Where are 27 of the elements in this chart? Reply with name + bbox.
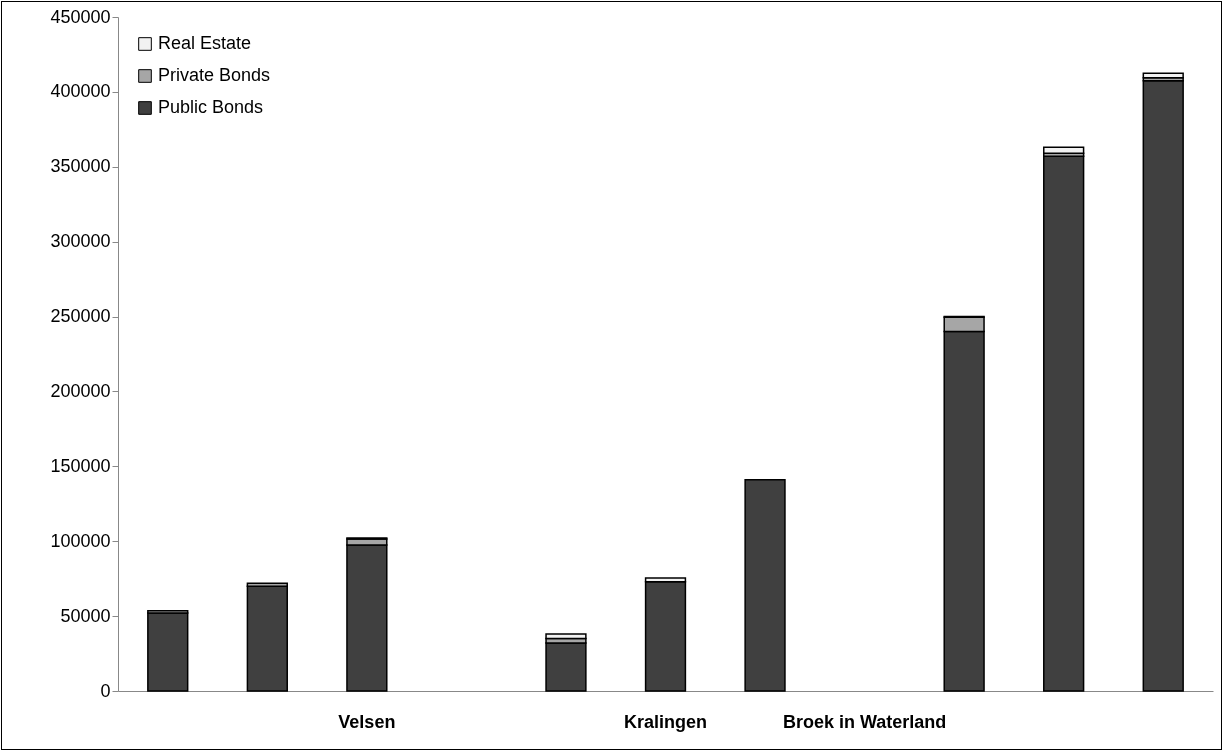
bar <box>1043 155 1085 692</box>
legend-label: Private Bonds <box>158 65 271 85</box>
bar <box>744 479 786 692</box>
bar <box>346 544 388 692</box>
y-tick-label: 100000 <box>50 530 111 551</box>
y-tick-label: 150000 <box>50 455 111 476</box>
legend-label: Real Estate <box>158 33 252 53</box>
y-tick-label: 0 <box>100 680 111 701</box>
bar <box>246 585 288 692</box>
x-tick-label: Kralingen <box>623 711 708 732</box>
bar <box>644 580 687 692</box>
y-tick-label: 450000 <box>50 6 111 27</box>
x-tick-label: Broek in Waterland <box>782 711 947 732</box>
bar <box>545 633 587 640</box>
y-tick-label: 300000 <box>50 231 111 252</box>
y-tick-label: 350000 <box>50 156 111 177</box>
bar <box>1043 146 1085 155</box>
y-tick-label: 400000 <box>50 81 111 102</box>
bar <box>1142 79 1184 692</box>
bar <box>1142 72 1184 79</box>
y-tick-label: 50000 <box>60 605 111 626</box>
y-tick-label: 250000 <box>50 306 111 327</box>
legend-label: Public Bonds <box>158 97 264 117</box>
bar <box>147 612 189 692</box>
y-tick-label: 200000 <box>50 380 111 401</box>
bar <box>545 642 587 692</box>
x-tick-label: Velsen <box>338 711 396 732</box>
